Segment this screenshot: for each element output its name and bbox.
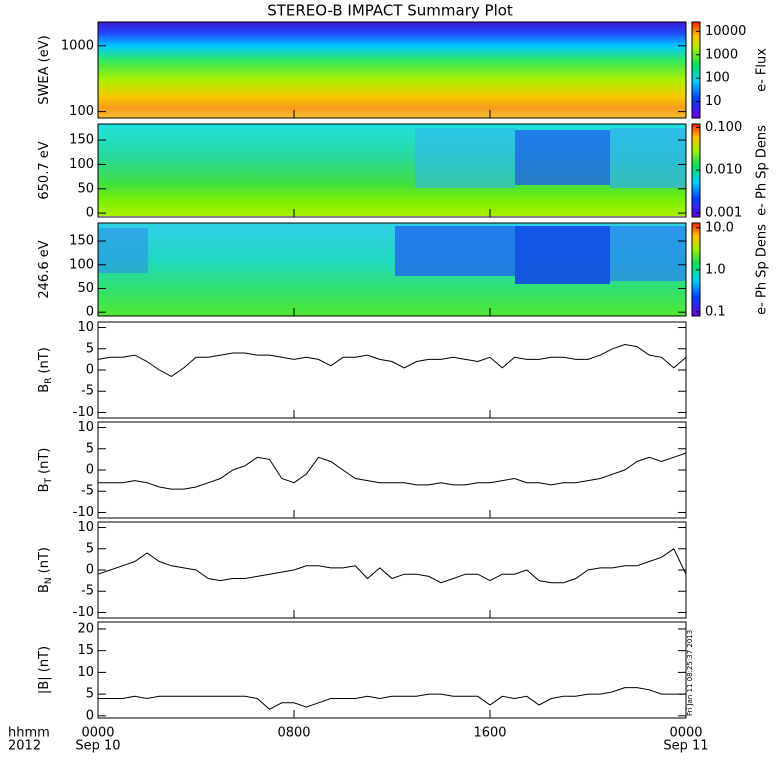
colorbar-tick-label: 10: [705, 94, 722, 109]
data-line: [97, 343, 687, 377]
colorbar-tick-label: 1.0: [705, 262, 726, 277]
colorbar: [691, 21, 701, 119]
y-axis-label: SWEA (eV): [37, 35, 52, 104]
x-tick-label: 0800: [277, 726, 310, 741]
y-tick-label: 100: [69, 257, 94, 272]
y-tick-label: 10: [77, 420, 94, 435]
y-axis-label: BT (nT): [37, 448, 54, 493]
y-label-main: |B| (nT): [37, 646, 52, 694]
y-label-main: B: [37, 584, 52, 593]
y-tick-label: 100: [69, 157, 94, 172]
timestamp: Fri Jan 11 08:25:37 2013: [686, 630, 694, 716]
y-tick-label: 50: [77, 181, 94, 196]
y-tick-label: 0: [86, 563, 94, 578]
y-tick-label: 10: [77, 665, 94, 680]
x-tick-label: 0000: [81, 726, 114, 741]
y-axis-label: 246.6 eV: [37, 240, 52, 298]
y-label-unit: (nT): [37, 347, 52, 373]
colorbar-label: e- Ph Sp Dens: [755, 224, 770, 315]
y-tick-label: 5: [86, 441, 94, 456]
spectrogram-patch: [610, 226, 686, 281]
panel-frame: [97, 321, 687, 419]
y-axis-label: |B| (nT): [37, 646, 52, 694]
y-tick-label: -10: [73, 505, 94, 520]
y-tick-label: 10: [77, 320, 94, 335]
colorbar-label: e- Ph Sp Dens: [755, 125, 770, 216]
y-tick-label: 20: [77, 621, 94, 636]
panel-frame: [97, 123, 687, 218]
date-label: Sep 11: [663, 739, 708, 754]
y-label-unit: (nT): [37, 448, 52, 474]
data-line: [98, 687, 686, 710]
y-tick-label: 15: [77, 643, 94, 658]
y-tick-label: -10: [73, 605, 94, 620]
colorbar-tick-label: 0.010: [705, 163, 742, 178]
y-label-sub: T: [44, 477, 54, 484]
panel-frame: [97, 521, 687, 619]
y-tick-label: 0: [86, 463, 94, 478]
y-axis-label: BN (nT): [37, 547, 54, 593]
title: STEREO-B IMPACT Summary Plot: [267, 2, 513, 20]
time-label: hhmm: [8, 726, 50, 741]
spectrogram-patch: [610, 128, 686, 188]
y-label-main: 650.7 eV: [37, 141, 52, 199]
y-tick-label: 5: [86, 687, 94, 702]
colorbar-tick-label: 1000: [705, 47, 738, 62]
y-tick-label: 5: [86, 341, 94, 356]
y-label-main: B: [37, 384, 52, 393]
colorbar-tick-label: 0.001: [705, 205, 742, 220]
y-tick-label: 5: [86, 541, 94, 556]
panel-frame: [97, 421, 687, 519]
spectrogram-patch: [515, 226, 610, 284]
colorbar-tick-label: 0.100: [705, 120, 742, 135]
y-tick-label: -5: [81, 484, 94, 499]
y-tick-label: -10: [73, 405, 94, 420]
y-tick-label: 0: [86, 708, 94, 723]
spectrogram-patch: [395, 226, 515, 276]
year-label: 2012: [8, 739, 41, 754]
y-tick-label: 50: [77, 281, 94, 296]
y-label-sub: R: [44, 378, 54, 384]
data-line: [98, 452, 687, 490]
panel-frame: [97, 222, 687, 317]
colorbar-tick-label: 0.1: [705, 304, 726, 319]
y-tick-label: 0: [86, 305, 94, 320]
y-tick-label: -5: [81, 584, 94, 599]
spectrogram-patch: [98, 228, 148, 273]
x-tick-label: 0000: [669, 726, 702, 741]
date-label: Sep 10: [75, 739, 120, 754]
colorbar-tick-label: 100: [705, 71, 730, 86]
spectrogram-patch: [515, 130, 610, 185]
y-tick-label: 150: [69, 133, 94, 148]
y-label-main: 246.6 eV: [37, 240, 52, 298]
y-tick-label: 1000: [61, 38, 94, 53]
colorbar-label: e- Flux: [755, 48, 770, 92]
y-axis-label: BR (nT): [37, 347, 54, 393]
colorbar-tick-label: 10.0: [705, 220, 734, 235]
y-label-main: SWEA (eV): [37, 35, 52, 104]
y-axis-label: 650.7 eV: [37, 141, 52, 199]
panel-frame: [97, 621, 687, 719]
y-tick-label: 100: [69, 104, 94, 119]
y-label-main: B: [37, 483, 52, 492]
y-label-sub: N: [44, 577, 54, 584]
y-tick-label: 150: [69, 234, 94, 249]
y-label-unit: (nT): [37, 547, 52, 573]
panel-frame: [97, 21, 687, 119]
spectrogram-fills: [98, 22, 686, 316]
data-line: [97, 548, 687, 584]
colorbar-tick-label: 10000: [705, 24, 746, 39]
spectrogram: [98, 22, 686, 118]
y-tick-label: 10: [77, 520, 94, 535]
x-tick-label: 1600: [473, 726, 506, 741]
y-tick-label: 0: [86, 206, 94, 221]
spectrogram-patch: [415, 128, 515, 188]
y-tick-label: 0: [86, 363, 94, 378]
y-tick-label: -5: [81, 384, 94, 399]
